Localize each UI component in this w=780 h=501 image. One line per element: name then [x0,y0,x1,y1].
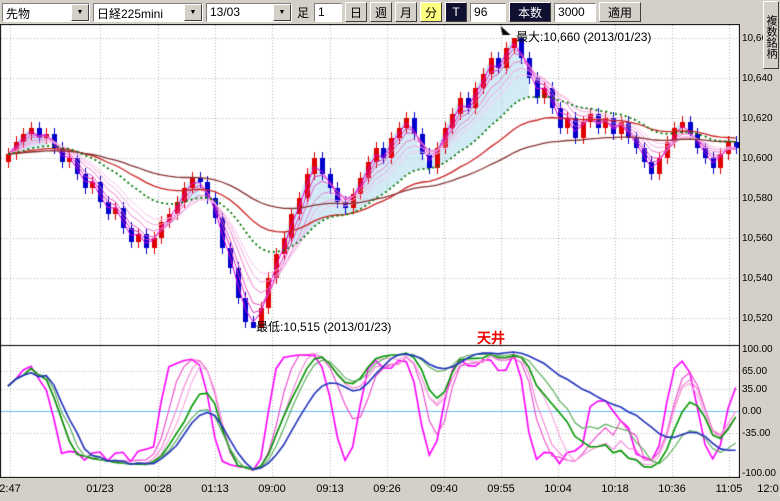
period-day-button[interactable]: 日 [345,2,368,22]
time-axis: 2:47 01/23 00:28 01:13 09:00 09:13 09:26 09:40 0… [0,478,780,501]
time-axis-label: 10:04 [544,483,572,495]
price-chart-canvas[interactable] [0,24,740,478]
price-axis-label: 10,620 [742,113,773,124]
time-axis-label: 09:00 [258,483,286,495]
chart-area: 最大:10,660 (2013/01/23) 最低:10,515 (2013/0… [0,24,740,478]
min-price-annotation: 最低:10,515 (2013/01/23) [256,320,392,334]
instrument-combobox[interactable]: 日経225mini ▼ [93,2,203,22]
oscillator-axis-label: 0.00 [742,406,762,417]
price-axis-label: 10,640 [742,73,773,84]
oscillator-axis-label: 65.00 [742,366,768,377]
time-axis-label: 12:0 [757,483,779,495]
time-axis-label: 01:13 [201,483,229,495]
oscillator-axis-label: -35.00 [742,428,771,439]
time-axis-label: 10:36 [658,483,686,495]
oscillator-axis-label: -100.00 [742,468,776,479]
chevron-down-icon[interactable]: ▼ [273,3,291,21]
time-axis-label: 09:26 [373,483,401,495]
instrument-type-value: 先物 [6,6,31,21]
oscillator-axis-label: 100.00 [742,344,773,355]
apply-button[interactable]: 適用 [599,2,642,22]
ceiling-annotation: 天井 [477,330,505,346]
price-axis-label: 10,580 [742,193,773,204]
bar-type-label: 足 [297,5,310,20]
price-axis: 10,660 10,640 10,620 10,600 10,580 10,560 10,5… [740,24,780,479]
price-axis-label: 10,660 [742,33,773,44]
interval-input[interactable]: 1 [314,2,343,22]
multi-symbol-button[interactable]: 複数銘柄 [763,1,779,69]
instrument-type-combobox[interactable]: 先物 ▼ [2,2,90,22]
bars-count-button[interactable]: 本数 [509,2,552,22]
chevron-down-icon[interactable]: ▼ [71,3,89,21]
apply-value-input[interactable]: 3000 [554,2,597,22]
time-axis-label: 10:18 [601,483,629,495]
period-month-button[interactable]: 月 [395,2,418,22]
tick-button[interactable]: T [445,2,468,22]
price-axis-label: 10,560 [742,233,773,244]
contract-month-value: 13/03 [210,4,241,19]
time-axis-label: 2:47 [0,483,21,495]
chevron-down-icon[interactable]: ▼ [184,3,202,21]
toolbar: 先物 ▼ 日経225mini ▼ 13/03 ▼ 足 1 日 週 月 分 T 9… [0,0,780,24]
price-axis-label: 10,540 [742,273,773,284]
time-axis-label: 00:28 [144,483,172,495]
period-week-button[interactable]: 週 [370,2,393,22]
oscillator-axis-label: 35.00 [742,384,768,395]
price-axis-label: 10,520 [742,313,773,324]
time-axis-label: 09:40 [430,483,458,495]
time-axis-label: 11:05 [715,483,743,495]
time-axis-label: 09:13 [316,483,344,495]
price-axis-label: 10,600 [742,153,773,164]
bars-count-input[interactable]: 96 [470,2,507,22]
time-axis-label: 01/23 [86,483,114,495]
instrument-value: 日経225mini [97,6,164,21]
max-price-annotation: 最大:10,660 (2013/01/23) [516,30,652,44]
contract-month-combobox[interactable]: 13/03 ▼ [206,2,292,22]
period-minute-button[interactable]: 分 [420,2,443,22]
time-axis-label: 09:55 [487,483,515,495]
